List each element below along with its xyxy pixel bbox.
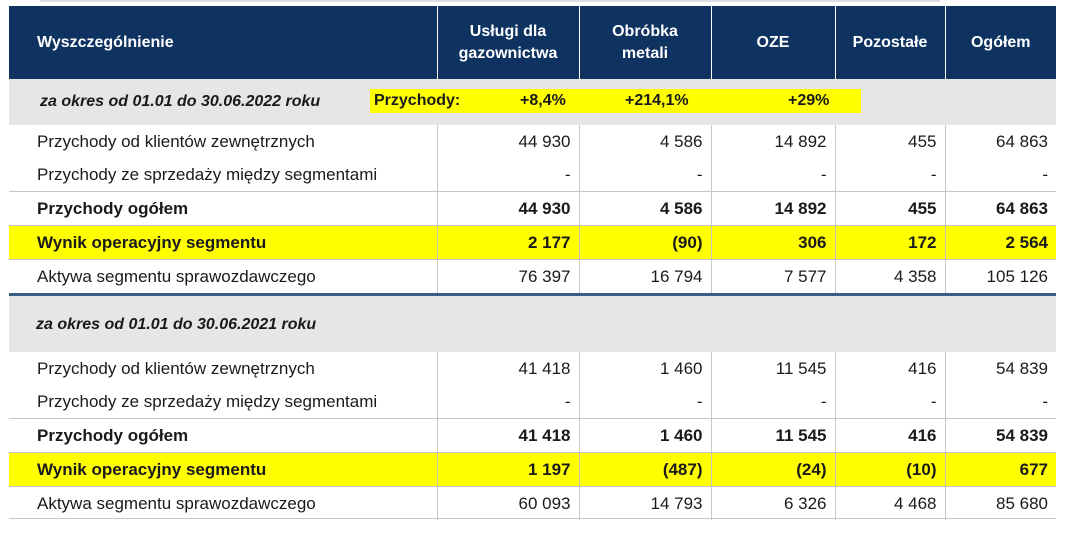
- header-gas-services: Usługi dla gazownictwa: [437, 6, 580, 79]
- segment-table: Wyszczególnienie Usługi dla gazownictwa O…: [9, 6, 1056, 520]
- header-other: Pozostałe: [835, 6, 946, 79]
- header-description: Wyszczególnienie: [9, 6, 438, 79]
- revenue-growth-gas: +8,4%: [520, 92, 566, 109]
- table-row-total-revenue: Przychody ogółem 41 418 1 460 11 545 416…: [9, 418, 1056, 453]
- revenue-growth-oze: +29%: [788, 92, 830, 109]
- header-oze: OZE: [711, 6, 836, 79]
- period-title-2021: za okres od 01.01 do 30.06.2021 roku: [36, 316, 317, 333]
- table-row-assets: Aktywa segmentu sprawozdawczego 76 397 1…: [9, 259, 1056, 296]
- revenue-growth-badge: Przychody: +8,4% +214,1% +29%: [370, 89, 861, 113]
- table-row: Przychody od klientów zewnętrznych 44 93…: [9, 125, 1056, 158]
- table-row-operating-result: Wynik operacyjny segmentu 1 197 (487) (2…: [9, 452, 1056, 487]
- table-header-row: Wyszczególnienie Usługi dla gazownictwa O…: [9, 6, 1056, 79]
- header-total: Ogółem: [945, 6, 1056, 79]
- header-metal-processing: Obróbka metali: [579, 6, 712, 79]
- table-row: Przychody ze sprzedaży między segmentami…: [9, 158, 1056, 192]
- table-row-assets: Aktywa segmentu sprawozdawczego 60 093 1…: [9, 486, 1056, 520]
- cropped-text-strip: [0, 0, 1073, 6]
- period-title-2022: za okres od 01.01 do 30.06.2022 roku: [40, 93, 321, 110]
- table-row-operating-result: Wynik operacyjny segmentu 2 177 (90) 306…: [9, 225, 1056, 260]
- table-row-total-revenue: Przychody ogółem 44 930 4 586 14 892 455…: [9, 191, 1056, 226]
- table-row: Przychody ze sprzedaży między segmentami…: [9, 385, 1056, 419]
- revenue-growth-label: Przychody:: [374, 92, 461, 109]
- table-bottom-border: [9, 518, 1056, 519]
- period-row-2021: [9, 294, 1056, 352]
- table-row: Przychody od klientów zewnętrznych 41 41…: [9, 352, 1056, 385]
- revenue-growth-metal: +214,1%: [625, 92, 689, 109]
